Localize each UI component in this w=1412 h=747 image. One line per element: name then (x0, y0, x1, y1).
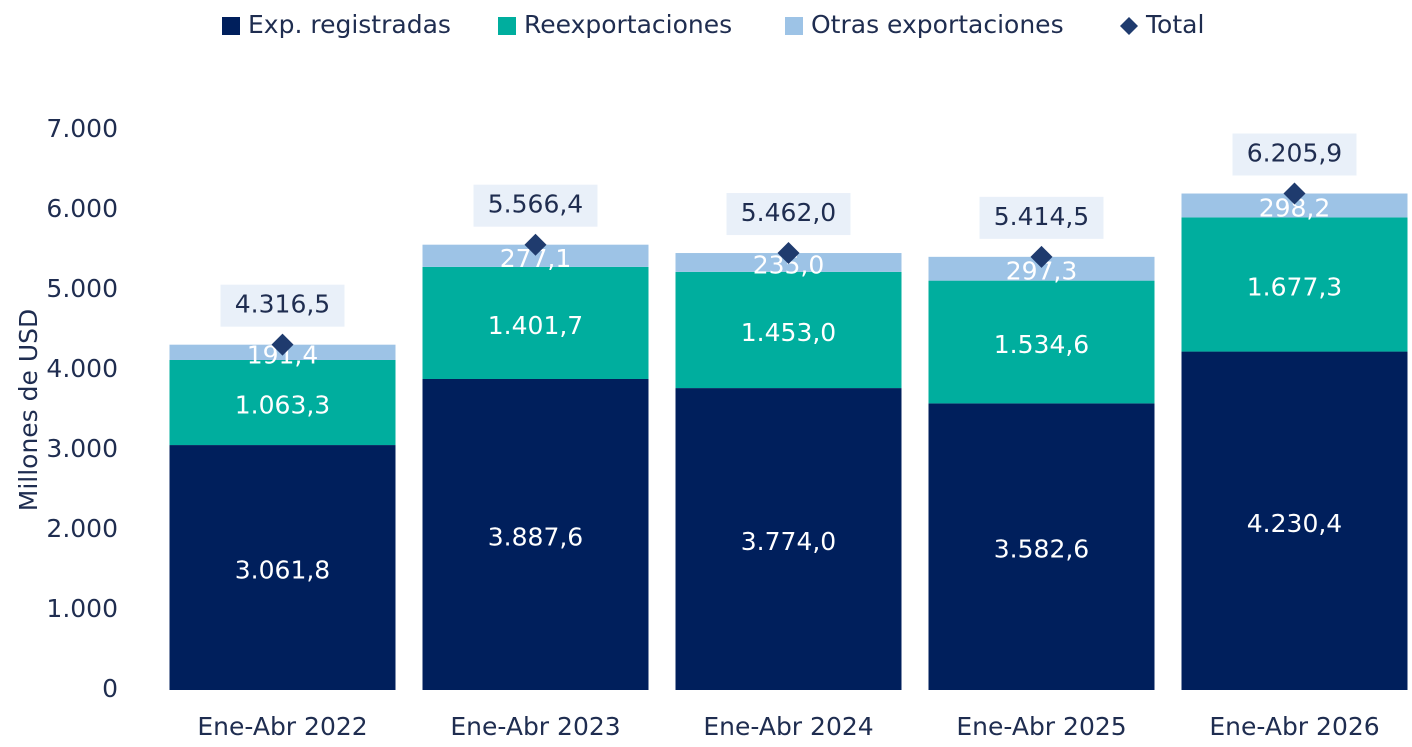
bar-segment (1181, 217, 1408, 352)
bar-segment (169, 359, 396, 446)
legend-label: Otras exportaciones (811, 10, 1064, 39)
data-label: 1.534,6 (994, 330, 1089, 359)
x-tick-label: Ene-Abr 2023 (450, 712, 620, 741)
total-label: 4.316,5 (235, 290, 330, 319)
total-marker (777, 242, 800, 265)
bar-segment (675, 388, 902, 690)
total-label: 5.414,5 (994, 202, 1089, 231)
y-tick-label: 0 (102, 674, 118, 703)
bar-segment (169, 445, 396, 690)
total-marker (524, 233, 547, 256)
total-label-box (1232, 133, 1357, 176)
data-label: 3.774,0 (741, 527, 836, 556)
data-label: 4.230,4 (1247, 509, 1342, 538)
data-label: 1.453,0 (741, 318, 836, 347)
y-tick-label: 5.000 (46, 274, 118, 303)
legend-swatch (498, 17, 516, 35)
total-label-box (473, 184, 598, 227)
bar-segment (928, 280, 1155, 404)
legend-marker (1120, 17, 1138, 35)
total-label: 5.462,0 (741, 198, 836, 227)
x-tick-label: Ene-Abr 2022 (197, 712, 367, 741)
total-marker (1030, 245, 1053, 268)
legend-swatch (222, 17, 240, 35)
total-label: 5.566,4 (488, 190, 583, 219)
x-tick-label: Ene-Abr 2025 (956, 712, 1126, 741)
y-tick-label: 3.000 (46, 434, 118, 463)
total-marker (1283, 182, 1306, 205)
data-label: 3.061,8 (235, 556, 330, 585)
total-label-box (979, 196, 1104, 239)
bar-segment (928, 403, 1155, 690)
data-label: 1.063,3 (235, 391, 330, 420)
x-tick-label: Ene-Abr 2026 (1209, 712, 1379, 741)
total-label: 6.205,9 (1247, 139, 1342, 168)
total-label-box (726, 193, 851, 236)
y-axis-title: Millones de USD (14, 309, 43, 512)
bar-segment (422, 378, 649, 690)
bar-segment (675, 271, 902, 389)
legend-label: Reexportaciones (524, 10, 732, 39)
y-tick-label: 7.000 (46, 114, 118, 143)
x-tick-label: Ene-Abr 2024 (703, 712, 873, 741)
bar-segment (422, 244, 649, 267)
legend-label: Exp. registradas (248, 10, 451, 39)
data-label: 3.582,6 (994, 535, 1089, 564)
bar-segment (422, 266, 649, 379)
data-label: 1.401,7 (488, 311, 583, 340)
data-label: 3.887,6 (488, 522, 583, 551)
y-tick-label: 1.000 (46, 594, 118, 623)
data-label: 1.677,3 (1247, 272, 1342, 301)
total-label-box (220, 284, 345, 327)
y-tick-label: 2.000 (46, 514, 118, 543)
bar-segment (1181, 193, 1408, 218)
legend-label: Total (1145, 10, 1204, 39)
legend-swatch (785, 17, 803, 35)
bar-segment (1181, 351, 1408, 690)
y-tick-label: 4.000 (46, 354, 118, 383)
bar-segment (928, 256, 1155, 281)
y-tick-label: 6.000 (46, 194, 118, 223)
total-marker (271, 333, 294, 356)
